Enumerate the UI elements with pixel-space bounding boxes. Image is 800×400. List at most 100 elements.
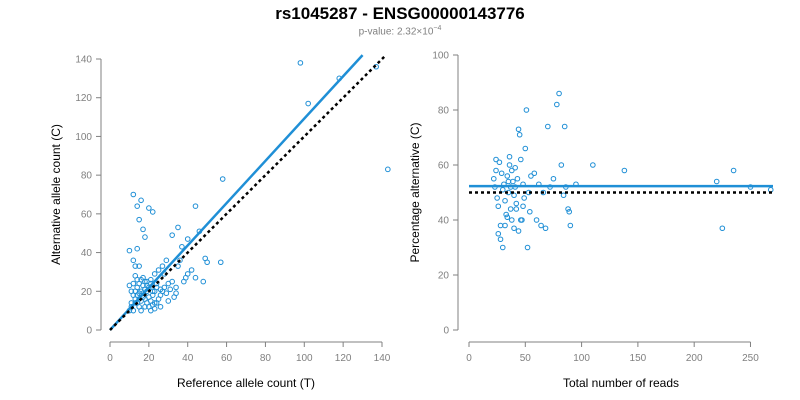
data-point (142, 278, 148, 285)
data-point (515, 126, 522, 133)
data-point (132, 263, 139, 269)
data-point (151, 300, 158, 306)
data-point (138, 197, 144, 204)
data-point (134, 245, 140, 252)
data-point (508, 167, 515, 174)
data-point (521, 195, 527, 201)
y-tick-label: 80 (81, 171, 93, 182)
x-tick-label: 140 (374, 353, 391, 364)
data-point (146, 205, 152, 211)
data-point (621, 167, 628, 174)
data-point (528, 173, 534, 179)
data-point (188, 267, 195, 273)
data-point (533, 217, 540, 223)
data-point (510, 178, 516, 185)
y-tick-label: 20 (438, 271, 450, 282)
data-point (165, 298, 172, 304)
data-point (558, 162, 565, 168)
data-point (567, 222, 574, 229)
x-tick-label: 120 (335, 353, 352, 364)
data-point (151, 271, 158, 277)
data-point (713, 178, 720, 185)
data-point (499, 186, 506, 193)
data-point (508, 217, 515, 223)
data-point (136, 216, 142, 223)
data-point (566, 208, 573, 215)
data-point (163, 257, 170, 264)
data-point (730, 167, 737, 174)
data-point (149, 209, 156, 215)
data-point (165, 280, 172, 287)
data-point (524, 244, 531, 251)
data-point (503, 211, 509, 218)
x-tick-label: 100 (573, 353, 590, 364)
data-point (493, 156, 499, 163)
data-point (498, 170, 505, 177)
data-point (305, 100, 311, 107)
x-axis: 0 50 100 150 200 250 (466, 341, 759, 364)
data-point (493, 167, 499, 174)
data-point (504, 173, 511, 179)
data-point (163, 290, 170, 297)
data-point (515, 228, 522, 234)
data-point (142, 303, 148, 310)
data-point (507, 206, 514, 212)
data-point (590, 162, 596, 168)
data-point (132, 273, 139, 279)
data-point (136, 263, 142, 269)
y-tick-label: 60 (81, 209, 93, 220)
y-axis: 0 20 40 60 80 100 120 140 (75, 55, 102, 337)
data-point (561, 123, 568, 130)
y-tick-label: 0 (443, 326, 449, 337)
x-tick-label: 60 (221, 353, 233, 364)
data-point (192, 203, 199, 209)
x-tick-label: 150 (630, 353, 647, 364)
y-tick-label: 20 (81, 287, 93, 298)
data-point (554, 101, 560, 108)
data-point (159, 263, 166, 269)
data-point (184, 271, 191, 277)
allele-count-scatter: 0 20 40 60 80 100 120 140 0 20 40 60 80 100 120 140 Refe… (49, 54, 391, 390)
y-axis-label: Alternative allele count (C) (49, 124, 63, 265)
reference-line (109, 54, 387, 331)
data-point (556, 90, 562, 97)
data-point (148, 276, 154, 283)
y-tick-label: 60 (438, 161, 450, 172)
data-point (200, 278, 207, 285)
data-point (177, 257, 183, 264)
data-point (175, 263, 181, 269)
x-tick-label: 20 (143, 353, 155, 364)
x-axis: 0 20 40 60 80 100 120 140 (107, 341, 391, 364)
data-point (545, 123, 551, 130)
x-axis-label: Reference allele count (T) (177, 376, 315, 390)
data-point (130, 257, 137, 264)
data-point (490, 175, 497, 182)
data-point (130, 191, 137, 198)
data-point (512, 164, 518, 171)
data-point (497, 222, 504, 229)
data-point (497, 236, 504, 243)
data-point (560, 192, 567, 199)
y-axis-label: Percentage alternative (C) (408, 122, 422, 262)
data-point (184, 236, 191, 242)
y-tick-label: 40 (438, 216, 450, 227)
y-tick-label: 140 (75, 55, 92, 66)
data-point (157, 303, 164, 310)
data-point (179, 243, 185, 250)
data-point (140, 226, 146, 233)
data-point (514, 175, 521, 182)
y-tick-label: 0 (86, 326, 92, 337)
y-tick-label: 100 (432, 51, 449, 62)
data-point (136, 290, 142, 297)
data-point (161, 284, 168, 291)
data-point (517, 217, 524, 223)
data-point (502, 197, 508, 204)
data-point (520, 203, 526, 210)
data-point (169, 232, 175, 238)
pvalue-text: p-value: 2.32×10 (358, 26, 434, 38)
percentage-scatter: 0 50 100 150 200 250 0 20 40 60 80 100 Total number … (408, 51, 774, 390)
data-point (297, 60, 304, 66)
data-point (130, 280, 137, 287)
data-point (527, 208, 533, 215)
data-point (192, 274, 199, 281)
